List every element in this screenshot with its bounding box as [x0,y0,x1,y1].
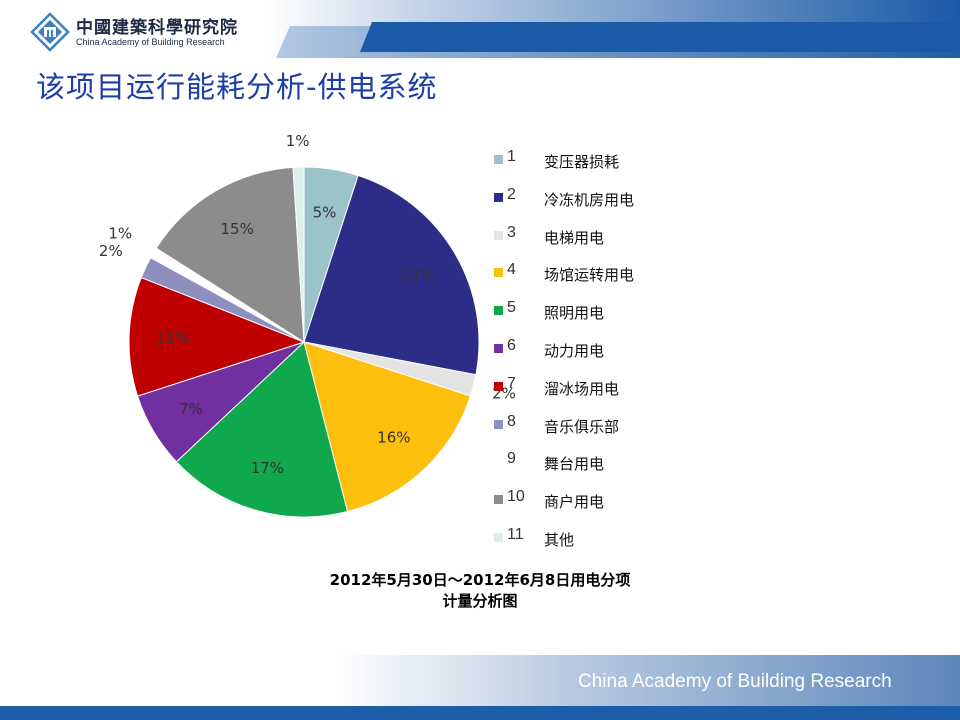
pie-label-11: 1% [286,132,310,150]
legend-label: 音乐俱乐部 [544,417,620,436]
logo-emblem [30,12,70,52]
page-title: 该项目运行能耗分析-供电系统 [36,70,438,104]
legend-number: 1 [507,148,516,165]
legend-item-2: 2 冷冻机房用电 [488,185,688,209]
legend-label: 动力用电 [544,342,605,360]
legend-item-9: 9 舞台用电 [488,450,688,474]
legend-label: 电梯用电 [544,228,605,247]
pie-chart: 5%23%2%16%17%7%11%2%1% 15%1% [99,132,516,518]
legend-label: 商户用电 [544,493,605,512]
legend-swatch [494,457,503,467]
legend-item-1: 1 变压器损耗 [488,148,688,171]
footer-strip [0,706,960,720]
legend-item-10: 10 商户用电 [488,488,688,512]
legend-label: 冷冻机房用电 [544,190,635,209]
legend-swatch [494,306,503,316]
legend-number: 8 [507,412,516,430]
legend-number: 10 [507,488,525,506]
legend-swatch [494,419,503,429]
pie-slice-4 [303,341,472,513]
legend-label: 照明用电 [544,304,605,323]
pie-label-9: 1% [108,224,132,242]
legend-label: 舞台用电 [544,455,605,474]
legend-number: 3 [507,223,516,241]
legend-item-11: 11 其他 [488,526,688,549]
legend-swatch [494,495,503,505]
chart-caption: 2012年5月30日～2012年6月8日用电分项 计量分析图 [280,570,680,612]
legend-item-5: 5 照明用电 [488,299,688,323]
legend-label: 溜冰场用电 [544,379,620,398]
legend-swatch [494,381,503,391]
legend-swatch [494,155,503,164]
pie-slice-2 [303,174,480,376]
legend-label: 变压器损耗 [544,153,620,171]
legend-swatch [494,192,503,202]
pie-label-8: 2% [99,242,123,260]
pie-label-4: 16% [377,429,410,447]
legend-swatch [494,230,503,240]
pie-label-10: 15% [221,220,254,238]
pie-label-7: 11% [156,329,189,347]
logo: 中國建築科學研究院 China Academy of Building Rese… [30,12,270,52]
legend-item-3: 3 电梯用电 [488,223,688,247]
header-banner [0,0,960,58]
pie-slice-10 [155,166,305,343]
legend-label: 其他 [544,531,575,549]
legend-swatch [494,268,503,278]
legend-number: 2 [507,185,516,203]
logo-chinese-name: 中國建築科學研究院 [76,18,238,38]
legend-number: 4 [507,261,516,279]
pie-slice-7 [128,276,306,397]
legend-swatch [494,533,503,542]
legend-item-6: 6 动力用电 [488,337,688,360]
pie-label-2: 23% [400,266,433,284]
legend-item-4: 4 场馆运转用电 [488,261,688,285]
logo-english-name: China Academy of Building Research [76,37,225,47]
caption-line-1: 2012年5月30日～2012年6月8日用电分项 [329,571,631,589]
pie-slice-5 [175,341,349,518]
legend-number: 11 [507,526,524,543]
pie-slice-11 [292,166,305,343]
legend-number: 5 [507,299,516,317]
caption-line-2: 计量分析图 [442,592,518,610]
legend-item-7: 7 溜冰场用电 [488,374,688,398]
pie-label-1: 5% [313,203,337,221]
legend-number: 6 [507,337,516,354]
legend-item-8: 8 音乐俱乐部 [488,412,688,436]
legend-number: 7 [507,374,516,392]
footer-text: China Academy of Building Research [578,671,892,692]
pie-label-5: 17% [251,459,284,477]
pie-label-6: 7% [179,400,203,418]
legend-swatch [494,344,503,353]
legend-number: 9 [507,450,516,468]
legend-label: 场馆运转用电 [544,266,635,285]
